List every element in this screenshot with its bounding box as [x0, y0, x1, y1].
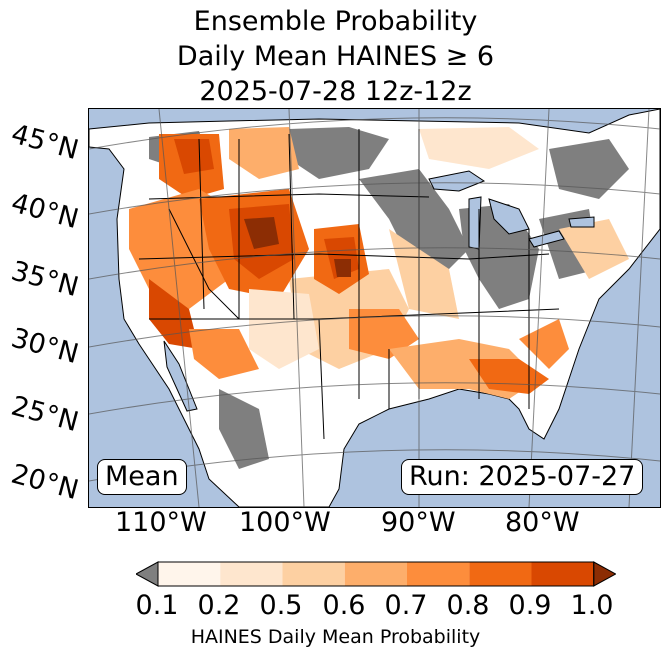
lon-label-100w: 100°W — [239, 507, 331, 538]
mean-label-box: Mean — [97, 459, 187, 495]
lat-label-25: 25°N — [7, 390, 82, 439]
colorbar-tick: 0.6 — [322, 590, 366, 621]
lat-label-45: 45°N — [7, 118, 82, 167]
colorbar-segment — [469, 562, 532, 586]
colorbar-tick: 0.2 — [197, 590, 241, 621]
lat-label-30: 30°N — [7, 322, 82, 371]
colorbar-segment — [282, 562, 345, 586]
colorbar — [136, 561, 616, 587]
title-line-3: 2025-07-28 12z-12z — [199, 76, 472, 107]
map-canvas — [89, 109, 660, 507]
colorbar-over-arrow — [593, 561, 616, 587]
colorbar-tick: 0.8 — [446, 590, 490, 621]
colorbar-tick: 0.1 — [135, 590, 179, 621]
title-line-1: Ensemble Probability — [193, 6, 478, 37]
lat-label-40: 40°N — [7, 187, 82, 236]
colorbar-under-arrow — [136, 561, 159, 587]
graticule — [89, 109, 660, 507]
lon-label-80w: 80°W — [505, 507, 580, 538]
colorbar-segment — [158, 562, 221, 586]
run-date-box: Run: 2025-07-27 — [401, 459, 644, 495]
colorbar-label: HAINES Daily Mean Probability — [190, 626, 481, 648]
lat-label-20: 20°N — [7, 458, 82, 507]
great-lakes — [428, 170, 595, 250]
lon-label-110w: 110°W — [115, 507, 207, 538]
colorbar-tick: 1.0 — [570, 590, 614, 621]
colorbar-tick: 0.5 — [259, 590, 303, 621]
colorbar-frame — [157, 561, 595, 587]
colorbar-segment — [344, 562, 407, 586]
title-line-2: Daily Mean HAINES ≥ 6 — [176, 41, 495, 72]
gulf-of-california — [163, 340, 198, 412]
colorbar-tick: 0.7 — [384, 590, 428, 621]
lat-label-35: 35°N — [7, 255, 82, 304]
colorbar-tick: 0.9 — [508, 590, 552, 621]
colorbar-segment — [407, 562, 470, 586]
probability-map: Mean Run: 2025-07-27 — [88, 108, 661, 508]
lon-label-90w: 90°W — [381, 507, 456, 538]
colorbar-segment — [531, 562, 594, 586]
colorbar-segment — [220, 562, 283, 586]
